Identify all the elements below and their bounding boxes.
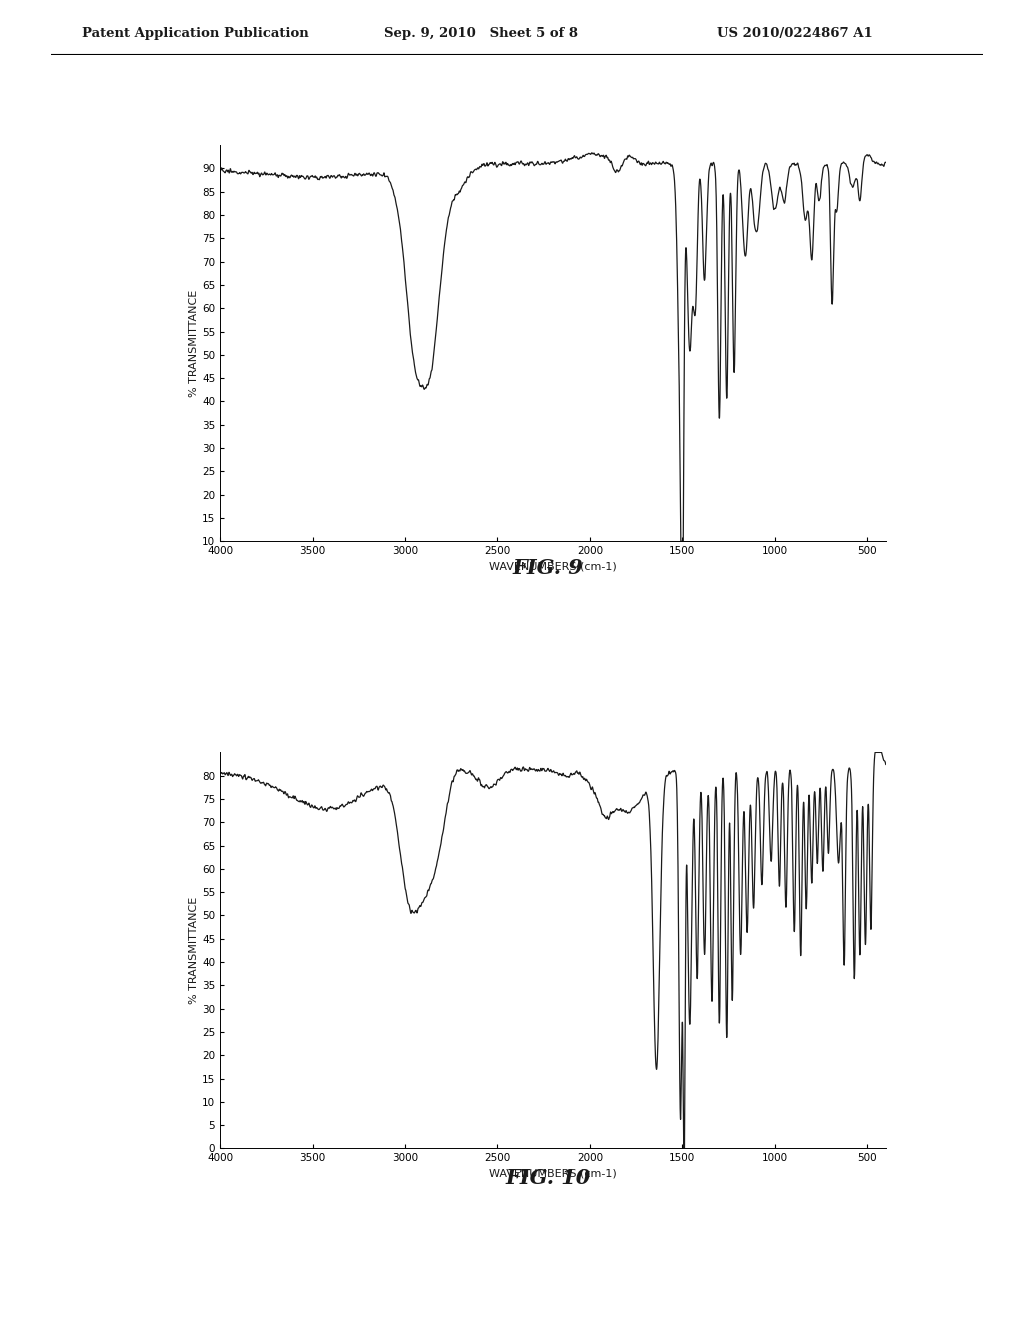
Text: Patent Application Publication: Patent Application Publication xyxy=(82,26,308,40)
X-axis label: WAVENUMBERS (cm-1): WAVENUMBERS (cm-1) xyxy=(489,561,616,572)
Y-axis label: % TRANSMITTANCE: % TRANSMITTANCE xyxy=(189,896,200,1005)
Text: FIG. 9: FIG. 9 xyxy=(512,558,584,578)
Text: FIG. 10: FIG. 10 xyxy=(505,1168,591,1188)
X-axis label: WAVENUMBERS (cm-1): WAVENUMBERS (cm-1) xyxy=(489,1168,616,1179)
Y-axis label: % TRANSMITTANCE: % TRANSMITTANCE xyxy=(189,289,200,397)
Text: Sep. 9, 2010   Sheet 5 of 8: Sep. 9, 2010 Sheet 5 of 8 xyxy=(384,26,578,40)
Text: US 2010/0224867 A1: US 2010/0224867 A1 xyxy=(717,26,872,40)
